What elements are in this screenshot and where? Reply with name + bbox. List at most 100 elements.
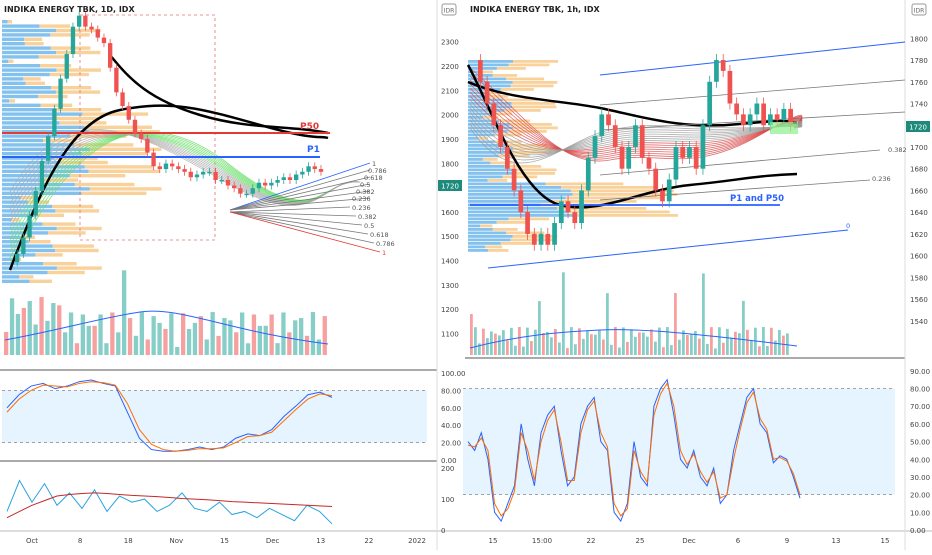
volume-profile-bar — [468, 221, 497, 224]
left-price-tick: 1600 — [441, 209, 459, 217]
candle-body — [39, 160, 45, 191]
moving-average-line — [109, 54, 329, 135]
right-price-tick: 1700 — [910, 144, 928, 152]
volume-bar — [175, 346, 180, 355]
volume-profile-bar — [468, 168, 513, 172]
volume-bar — [474, 327, 477, 355]
volume-profile-bar — [2, 156, 55, 160]
volume-profile-bar — [468, 126, 513, 130]
candle-body — [660, 190, 665, 202]
volume-profile-bar — [56, 28, 101, 33]
candle-body — [250, 188, 255, 194]
left-stochastic-series-line — [6, 379, 333, 452]
volume-profile-bar — [2, 143, 75, 147]
volume-profile-bar — [468, 154, 499, 158]
right-stochastic-tick: 50.00 — [910, 439, 930, 447]
right-price-tick: 1800 — [910, 35, 928, 43]
fib-fan-line — [229, 211, 369, 235]
volume-bar — [702, 273, 705, 355]
volume-bar — [550, 337, 553, 355]
candle-body — [741, 114, 746, 126]
volume-profile-bar — [50, 46, 91, 50]
volume-bar — [287, 332, 292, 355]
p50-label: P50 — [300, 122, 319, 132]
volume-bar — [626, 341, 629, 355]
volume-profile-bar — [2, 72, 50, 77]
volume-bar — [494, 333, 497, 355]
volume-bar — [145, 339, 150, 355]
volume-profile-bar — [2, 20, 8, 24]
left-time-tick: 8 — [78, 537, 82, 545]
volume-profile-bar — [2, 112, 83, 116]
volume-profile-bar — [56, 226, 102, 231]
left-time-tick: 22 — [364, 537, 373, 545]
volume-profile-bar — [2, 81, 26, 85]
candle-body — [194, 174, 200, 178]
volume-bar — [602, 339, 605, 355]
volume-average-line — [4, 310, 329, 345]
oscillator-tick: 0 — [441, 527, 445, 535]
volume-profile-bar — [60, 160, 108, 165]
volume-profile-bar — [468, 182, 546, 186]
left-chart-title: INDIKA ENERGY TBK, 1D, IDX — [4, 5, 135, 14]
volume-bar — [710, 327, 713, 355]
candle-body — [599, 114, 605, 137]
candle-body — [612, 125, 618, 147]
volume-bar — [682, 330, 685, 355]
volume-profile-bar — [468, 217, 509, 221]
left-time-tick: 2022 — [408, 537, 426, 545]
volume-bar — [204, 339, 209, 355]
right-stochastic-tick: 10.00 — [910, 509, 930, 517]
volume-bar — [554, 328, 557, 355]
oscillator-tick: 100 — [441, 496, 454, 504]
volume-bar — [181, 313, 186, 355]
volume-bar — [578, 328, 581, 355]
volume-bar — [546, 331, 549, 355]
candle-body — [89, 26, 94, 30]
volume-profile-bar — [2, 108, 57, 112]
candle-body — [33, 190, 38, 216]
volume-profile-bar — [502, 98, 538, 102]
volume-profile-bar — [2, 125, 85, 129]
volume-profile-bar — [2, 90, 56, 94]
candle-body — [306, 166, 311, 172]
volume-profile-bar — [468, 116, 484, 119]
candle-body — [788, 108, 793, 126]
volume-bar — [15, 313, 21, 355]
fib-label: 0.618 — [364, 174, 383, 182]
candle-body — [201, 171, 206, 175]
volume-bar — [734, 331, 737, 355]
candle-body — [579, 190, 584, 224]
volume-bar — [133, 335, 139, 355]
volume-profile-bar — [468, 196, 566, 200]
volume-profile-bar — [56, 266, 102, 270]
volume-bar — [786, 333, 789, 355]
volume-profile-bar — [468, 224, 481, 228]
candle-body — [58, 78, 63, 109]
volume-profile-bar — [2, 33, 51, 37]
volume-profile-bar — [2, 46, 51, 50]
volume-profile-bar — [56, 50, 101, 55]
volume-profile-bar — [89, 187, 162, 191]
volume-profile-bar — [35, 253, 63, 257]
volume-profile-bar — [468, 165, 505, 168]
volume-profile-bar — [2, 279, 30, 283]
volume-profile-bar — [39, 24, 70, 28]
volume-profile-bar — [2, 209, 56, 213]
candle-body — [700, 125, 706, 169]
candle-body — [219, 180, 224, 182]
volume-profile-bar — [468, 172, 512, 175]
volume-profile-bar — [55, 248, 99, 253]
fib-fan-line — [229, 211, 357, 217]
volume-bar — [470, 314, 473, 355]
right-price-tick: 1640 — [910, 209, 928, 217]
volume-profile-bar — [2, 147, 90, 151]
volume-bar — [594, 334, 597, 355]
volume-profile-bar — [56, 108, 102, 112]
volume-profile-bar — [492, 74, 518, 77]
volume-bar — [522, 346, 525, 355]
right-stochastic-tick: 40.00 — [910, 456, 930, 464]
ribbon-line — [469, 119, 803, 158]
volume-bar — [698, 338, 701, 355]
volume-profile-bar — [2, 182, 75, 187]
